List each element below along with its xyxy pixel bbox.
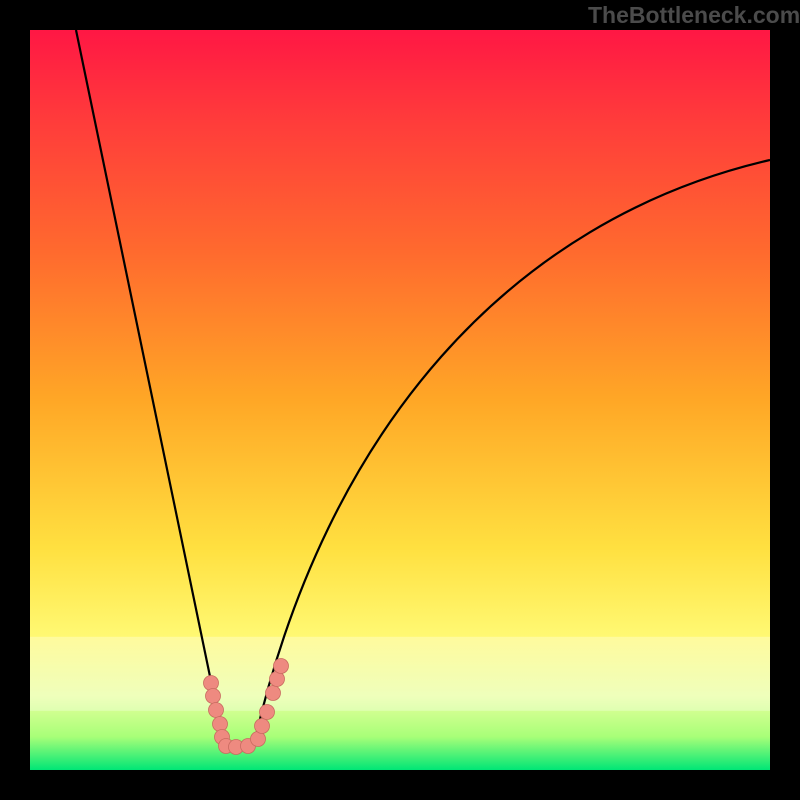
bead [209,703,224,718]
bead [260,705,275,720]
bottleneck-chart [0,0,800,800]
bead [213,717,228,732]
bead [255,719,270,734]
plot-pale-band [30,637,770,711]
bead [204,676,219,691]
bead [206,689,221,704]
bead [266,686,281,701]
bead [274,659,289,674]
